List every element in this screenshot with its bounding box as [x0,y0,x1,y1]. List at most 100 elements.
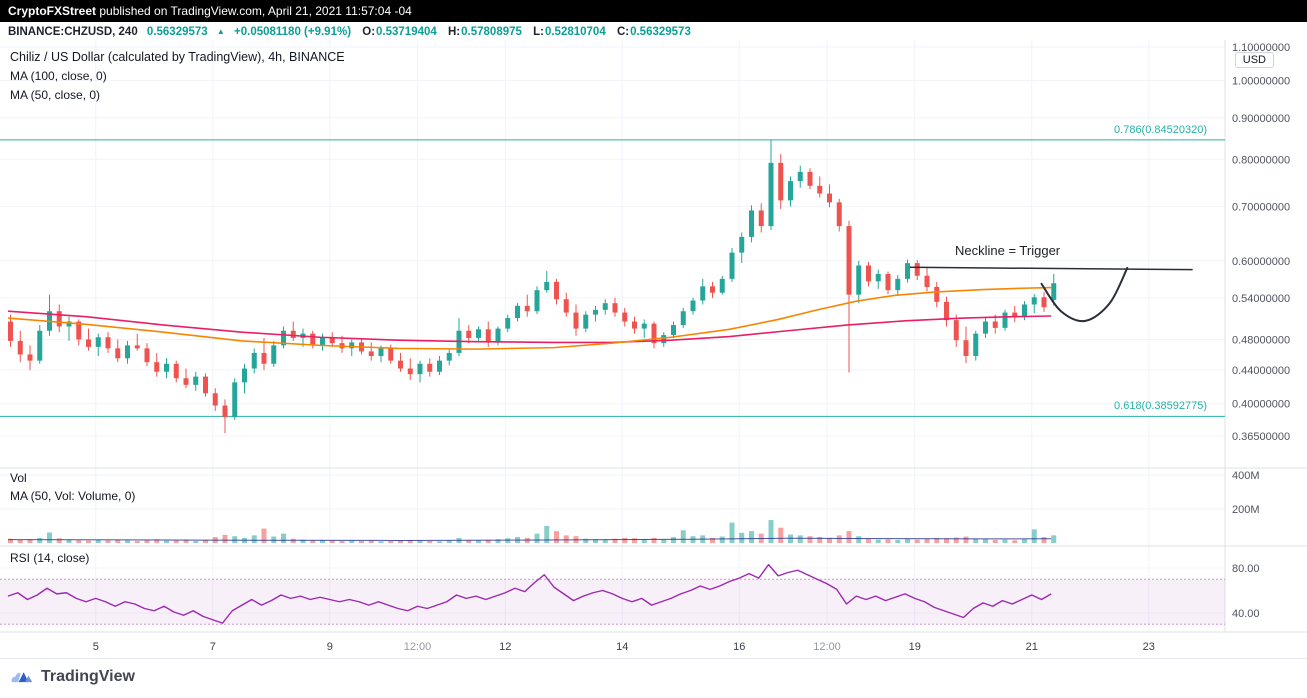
volume-bar [398,540,403,543]
candle-down [183,378,189,385]
open-label: O: [362,26,376,38]
volume-bar [173,540,179,543]
volume-bar [749,531,754,543]
candle-down [554,281,559,300]
candle-down [632,321,637,329]
candle-up [856,265,862,295]
volume-bar [95,539,101,543]
price-axis-label: 1.00000000 [1232,76,1290,88]
ma100-line [7,310,1052,344]
volume-bar [329,540,335,543]
volume-bar [193,540,199,543]
volume-bar [905,538,910,543]
volume-bar [417,540,423,543]
volume-bar [388,540,394,543]
candle-down [154,362,160,372]
price-axis-label: 0.44000000 [1232,365,1290,377]
candle-up [534,290,540,312]
candle-up [641,323,647,329]
volume-bar [602,539,608,543]
price-change: +0.05081180 (+9.91%) [234,26,352,38]
volume-bar [290,538,296,543]
volume-bar [710,537,715,543]
price-axis-label: 0.54000000 [1232,293,1290,305]
candle-down [329,337,335,344]
candle-down [934,286,940,302]
candle-down [134,345,140,349]
candle-up [875,273,881,282]
candle-down [885,273,891,291]
volume-bar [427,540,433,543]
volume-ma-legend: MA (50, Vol: Volume, 0) [10,489,136,503]
candle-up [583,314,589,329]
volume-bar [622,537,628,543]
volume-bar [924,538,930,543]
candle-up [242,368,247,383]
volume-bar [953,537,959,543]
candle-down [115,348,121,359]
candle-down [524,305,530,312]
volume-bar [281,533,286,543]
currency-toggle-button[interactable]: USD [1234,52,1274,68]
candle-up [495,328,501,343]
candle-up [505,318,511,329]
candle-down [963,340,969,356]
price-axis-label: 0.80000000 [1232,154,1290,166]
price-axis-label: 0.40000000 [1232,399,1290,411]
volume-bar [1012,540,1018,543]
volume-bar [807,536,813,543]
last-price: 0.56329573 [146,26,208,38]
candle-up [739,236,745,253]
volume-bar [154,539,160,543]
open-value: 0.53719404 [376,26,437,38]
candle-down [612,303,618,313]
candle-up [983,321,988,334]
candle-down [836,202,842,227]
attribution-brand: CryptoFXStreet [8,4,97,18]
up-arrow-icon: ▲ [216,27,225,36]
price-axis-label: 0.90000000 [1232,113,1290,125]
close-label: C: [616,26,630,38]
volume-bar [544,526,550,543]
rsi-line [7,563,1052,624]
volume-ma-line [7,537,1052,541]
candle-up [281,330,286,346]
candle-up [749,210,754,237]
price-axis-label: 0.70000000 [1232,201,1290,213]
rsi-axis-label: 40.00 [1232,608,1260,620]
candle-down [778,162,784,201]
volume-bar [992,539,998,543]
fib-level-786-label: 0.786(0.84520320) [1114,123,1207,136]
time-axis-label: 9 [327,641,333,653]
volume-bar [251,535,257,543]
volume-bar [115,539,121,543]
candle-up [1031,297,1037,305]
candle-down [222,405,228,418]
candle-down [846,226,852,295]
rsi-axis-label: 80.00 [1232,563,1260,575]
candle-up [690,300,696,312]
candle-down [563,299,569,313]
candle-down [398,360,403,369]
chart-title: Chiliz / US Dollar (calculated by Tradin… [10,50,345,64]
candle-up [417,363,423,375]
volume-bar [612,538,618,543]
volume-axis-label: 200M [1232,504,1260,516]
volume-bar [827,537,832,543]
volume-bar [446,540,452,543]
candle-down [290,330,296,338]
volume-bar [105,540,111,543]
candle-up [164,363,169,372]
symbol-info-bar: BINANCE:CHZUSD, 240 0.56329573 ▲ +0.0508… [0,22,1307,41]
volume-bar [505,538,511,543]
candle-down [1041,297,1047,308]
candle-down [466,330,472,338]
candle-down [651,323,657,344]
candle-down [86,339,91,347]
volume-bar [495,539,501,543]
volume-bar [56,538,62,543]
candle-down [173,363,179,379]
volume-bar [1031,529,1037,543]
tradingview-link[interactable]: TradingView [10,668,135,686]
volume-bar [661,539,667,543]
